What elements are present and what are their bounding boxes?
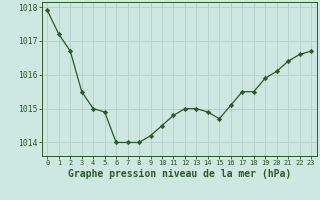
X-axis label: Graphe pression niveau de la mer (hPa): Graphe pression niveau de la mer (hPa) [68, 169, 291, 179]
